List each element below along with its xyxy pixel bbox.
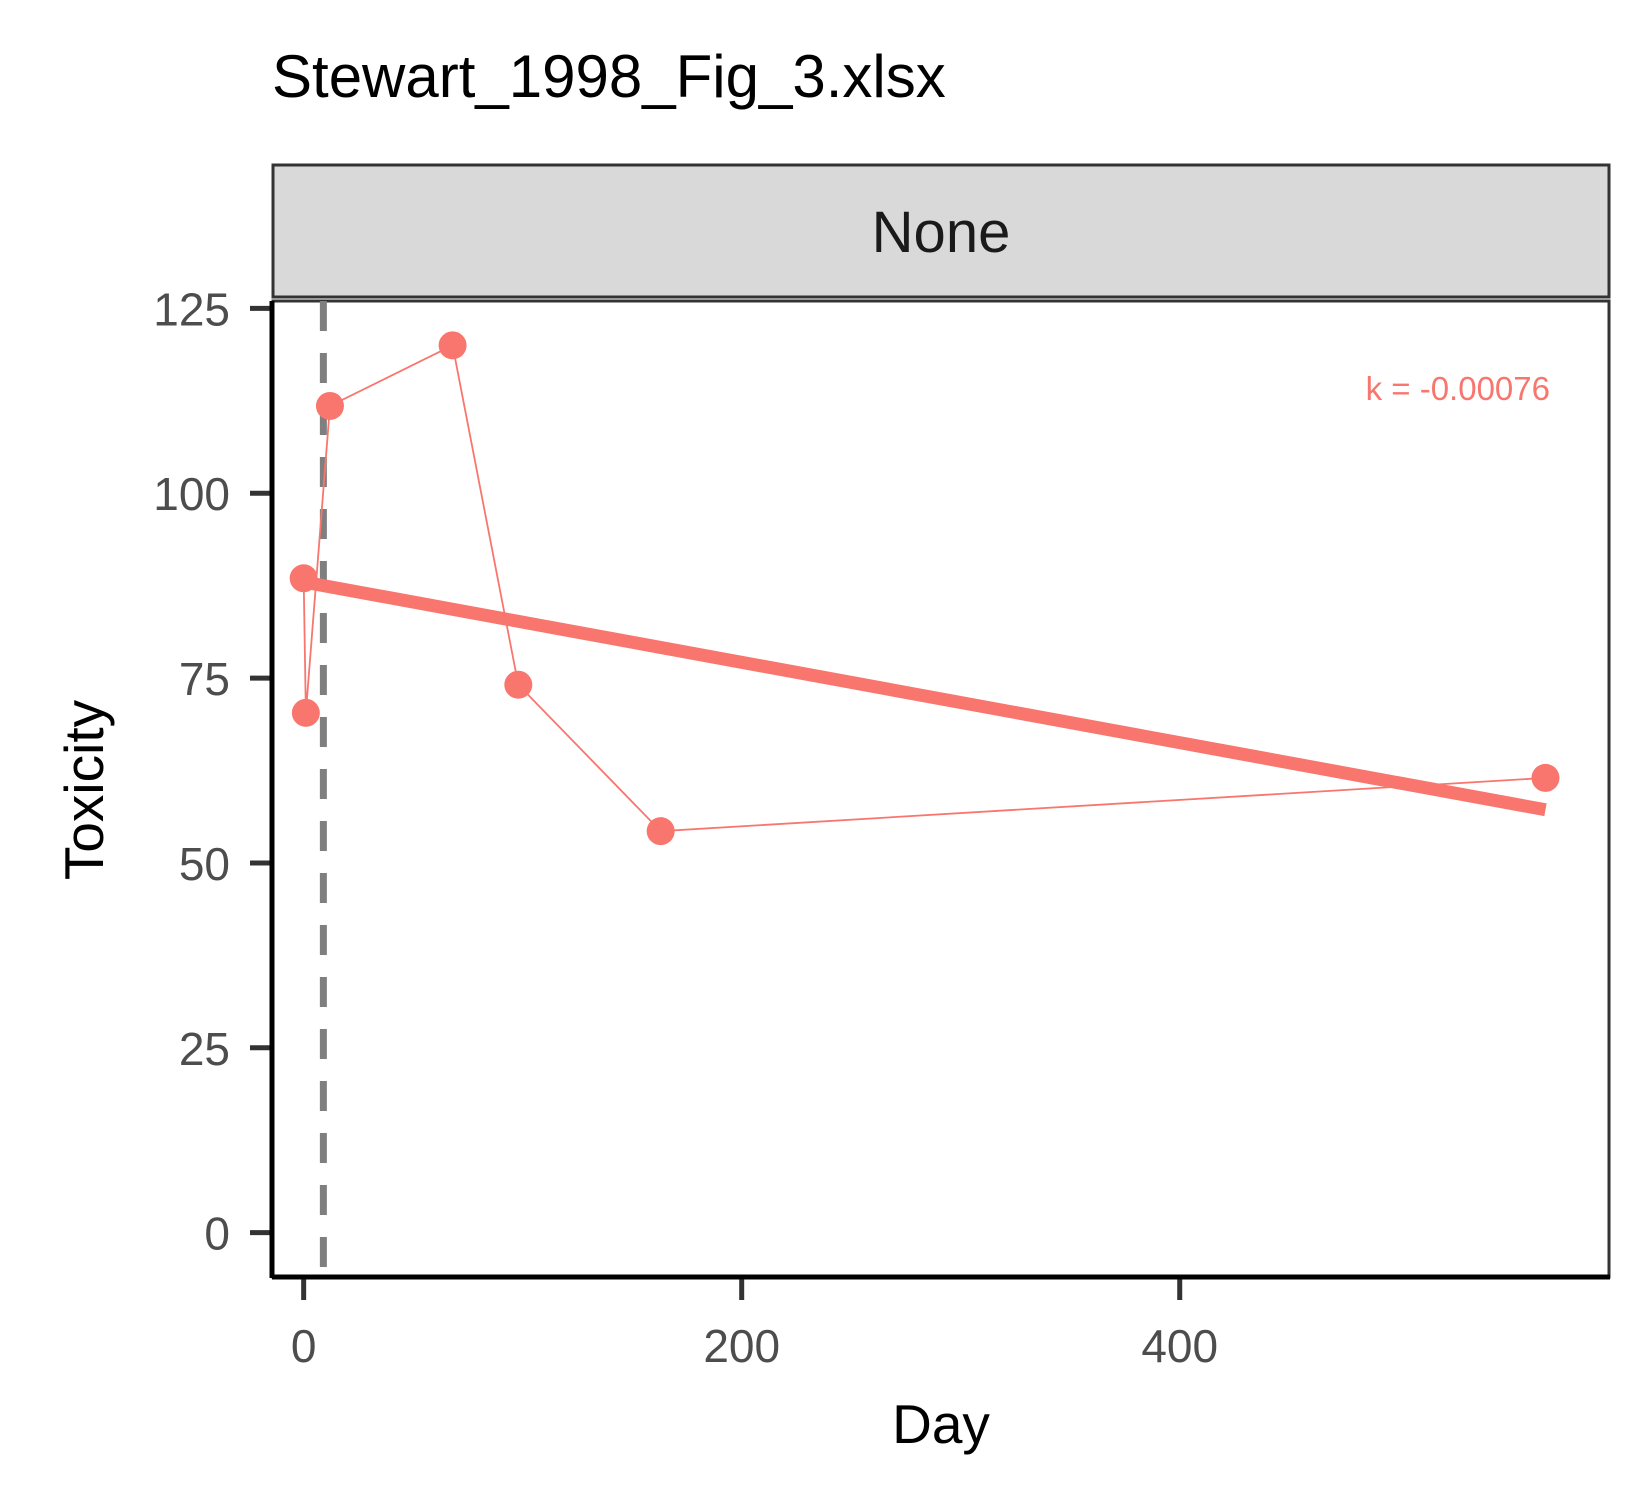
data-points bbox=[289, 331, 1560, 846]
data-point bbox=[646, 817, 675, 846]
data-point bbox=[1531, 763, 1560, 792]
data-point bbox=[438, 331, 467, 360]
facet-strip-background bbox=[271, 163, 1611, 299]
data-point bbox=[291, 698, 320, 727]
x-tick-label: 200 bbox=[703, 1320, 780, 1372]
facet-strip: None bbox=[271, 163, 1611, 299]
x-tick-label: 400 bbox=[1141, 1320, 1218, 1372]
y-tick-label: 50 bbox=[179, 838, 230, 890]
plot-panel bbox=[271, 299, 1611, 1279]
fit-annotation: k = -0.00076 bbox=[1366, 370, 1550, 407]
y-axis-label: Toxicity bbox=[53, 699, 115, 880]
data-point bbox=[315, 391, 344, 420]
data-point bbox=[504, 670, 533, 699]
y-tick-label: 125 bbox=[153, 283, 230, 335]
chart-title: Stewart_1998_Fig_3.xlsx bbox=[272, 43, 946, 110]
x-axis-label: Day bbox=[892, 1393, 990, 1455]
y-tick-label: 75 bbox=[179, 653, 230, 705]
x-axis: 0 200 400 bbox=[291, 1277, 1218, 1372]
data-point bbox=[289, 564, 318, 593]
fit-line bbox=[302, 575, 1547, 817]
y-tick-label: 25 bbox=[179, 1023, 230, 1075]
facet-strip-label: None bbox=[872, 200, 1011, 265]
y-tick-label: 0 bbox=[204, 1208, 230, 1260]
y-tick-label: 100 bbox=[153, 468, 230, 520]
y-axis: 0 25 50 75 100 125 bbox=[153, 283, 272, 1260]
x-tick-label: 0 bbox=[291, 1320, 317, 1372]
